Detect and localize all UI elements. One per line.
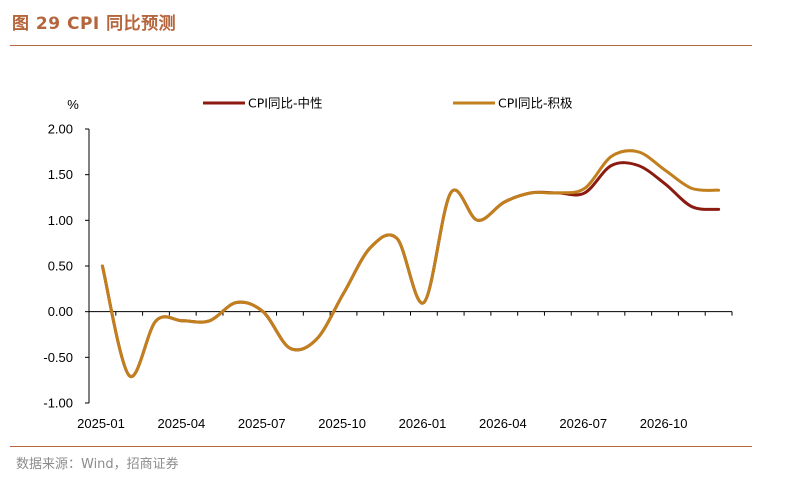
chart-lines bbox=[100, 149, 721, 379]
y-tick-label: -0.50 bbox=[43, 350, 73, 365]
chart-axes: 2.00 1.50 1.00 0.50 0.00 -0.50 -1.00% 2025-01 20… bbox=[43, 97, 733, 431]
series-line-1 bbox=[100, 161, 721, 379]
y-tick-label: 1.50 bbox=[48, 167, 73, 182]
x-tick-label: 2025-01 bbox=[77, 416, 125, 431]
y-tick-label: 0.50 bbox=[48, 259, 73, 274]
figure-title: 图 29 CPI 同比预测 bbox=[12, 14, 177, 34]
legend-label-1: CPI同比-中性 bbox=[248, 96, 322, 111]
x-tick-label: 2026-01 bbox=[399, 416, 447, 431]
x-tick-label: 2025-07 bbox=[238, 416, 286, 431]
x-tick-label: 2025-10 bbox=[318, 416, 366, 431]
legend-label-2: CPI同比-积极 bbox=[498, 96, 573, 111]
x-tick-label: 2025-04 bbox=[158, 416, 206, 431]
title-divider bbox=[10, 45, 752, 46]
source-note: 数据来源：Wind，招商证券 bbox=[16, 457, 179, 472]
series-line-2 bbox=[100, 149, 721, 379]
y-tick-label: 1.00 bbox=[48, 213, 73, 228]
y-tick-label: 2.00 bbox=[48, 122, 73, 137]
y-tick-label: 0.00 bbox=[48, 304, 73, 319]
chart-legend: CPI同比-中性 CPI同比-积极 bbox=[203, 96, 573, 111]
x-tick-label: 2026-04 bbox=[479, 416, 527, 431]
x-tick-label: 2026-07 bbox=[559, 416, 607, 431]
x-tick-label: 2026-10 bbox=[640, 416, 688, 431]
source-divider bbox=[10, 446, 752, 447]
y-tick-label: -1.00 bbox=[43, 396, 73, 411]
y-axis-label: % bbox=[67, 97, 79, 112]
